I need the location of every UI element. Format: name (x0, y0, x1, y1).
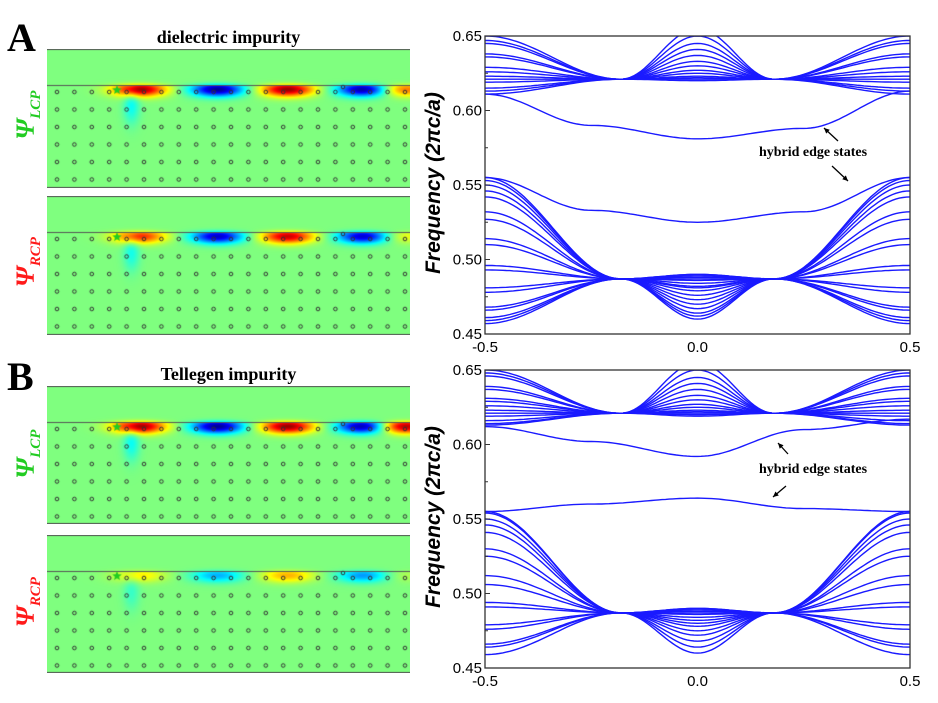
edge-state-line (485, 176, 910, 224)
band-plot-a-ylabel: Frequency (2πc/a) (422, 92, 445, 274)
lower-bulk-band (485, 237, 910, 284)
edge-state-line (485, 90, 910, 140)
lower-bulk-band (485, 278, 910, 325)
lower-bulk-band (485, 278, 910, 322)
lower-bulk-band (485, 179, 910, 280)
lower-bulk-band (485, 278, 910, 319)
lower-bulk-band (485, 524, 910, 614)
lower-bulk-band (485, 278, 910, 311)
y-tick-label: 0.55 (453, 177, 482, 194)
upper-bulk-band (485, 370, 910, 414)
x-tick-label: 0.5 (900, 673, 921, 690)
upper-bulk-band (485, 409, 910, 414)
lower-bulk-band (485, 512, 910, 614)
lower-bulk-band (485, 548, 910, 614)
upper-bulk-band (485, 60, 910, 80)
upper-bulk-band (485, 77, 910, 89)
edge-state-line (485, 497, 910, 513)
upper-bulk-band (485, 54, 910, 80)
upper-bulk-band (485, 75, 910, 83)
x-tick-label: 0.5 (900, 339, 921, 356)
upper-bulk-band (485, 78, 910, 92)
arrow-head (824, 128, 830, 134)
field-map-a-rcp (47, 196, 410, 335)
y-tick-label: 0.50 (453, 252, 482, 269)
lower-bulk-band (485, 612, 910, 632)
panel-b-title: Tellegen impurity (160, 364, 297, 384)
lower-bulk-band (485, 612, 910, 656)
lower-bulk-band (485, 264, 910, 289)
x-tick-label: 0.0 (687, 673, 708, 690)
lower-bulk-band (485, 583, 910, 621)
lower-bulk-band (485, 196, 910, 280)
lower-bulk-band (485, 278, 910, 301)
upper-bulk-band (485, 36, 910, 80)
lower-bulk-band (485, 612, 910, 636)
y-tick-label: 0.65 (453, 28, 482, 45)
band-plot-b-ylabel: Frequency (2πc/a) (422, 426, 445, 608)
upper-bulk-band (485, 412, 910, 422)
x-tick-label: 0.0 (687, 339, 708, 356)
arrow-head (842, 175, 848, 181)
upper-bulk-band (485, 78, 910, 95)
x-tick-label: -0.5 (472, 339, 498, 356)
field-map-a-lcp (47, 49, 410, 188)
x-tick-label: -0.5 (472, 673, 498, 690)
y-tick-label: 0.65 (453, 362, 482, 379)
lower-bulk-band (485, 612, 910, 648)
arrow-head (778, 443, 784, 449)
upper-bulk-band (485, 36, 910, 80)
lower-bulk-band (485, 211, 910, 280)
y-tick-label: 0.50 (453, 586, 482, 603)
y-tick-label: 0.45 (453, 326, 482, 343)
lower-bulk-band (485, 518, 910, 614)
lower-bulk-band (485, 574, 910, 618)
upper-bulk-band (485, 382, 910, 414)
lower-bulk-band (485, 278, 910, 297)
upper-bulk-band (485, 69, 910, 80)
upper-bulk-band (485, 399, 910, 414)
lower-bulk-band (485, 190, 910, 280)
upper-bulk-band (485, 42, 910, 80)
field-map-b-lcp (47, 386, 410, 524)
panel-a-title: dielectric impurity (156, 27, 301, 47)
upper-bulk-band (485, 403, 910, 414)
upper-bulk-band (485, 412, 910, 426)
upper-bulk-band (485, 375, 910, 414)
lower-bulk-band (485, 606, 910, 628)
y-tick-label: 0.45 (453, 660, 482, 677)
lower-bulk-band (485, 555, 910, 616)
lower-bulk-band (485, 278, 910, 308)
upper-bulk-band (485, 406, 910, 414)
lower-bulk-band (485, 601, 910, 625)
lower-bulk-band (485, 218, 910, 282)
upper-bulk-band (485, 388, 910, 414)
upper-bulk-band (485, 394, 910, 414)
y-tick-label: 0.60 (453, 437, 482, 454)
panel-letter-b: B (7, 354, 34, 399)
annotation-hybrid-edge-states: hybrid edge states (759, 462, 868, 477)
lower-bulk-band (485, 612, 910, 645)
edge-state-line (485, 418, 910, 458)
annotation-hybrid-edge-states: hybrid edge states (759, 145, 868, 160)
upper-bulk-band (485, 370, 910, 414)
arrow-head (773, 491, 779, 497)
lower-bulk-band (485, 531, 910, 614)
lower-bulk-band (485, 269, 910, 292)
upper-bulk-band (485, 411, 910, 417)
panel-letter-a: A (7, 15, 36, 60)
upper-bulk-band (485, 65, 910, 80)
field-map-b-rcp (47, 535, 410, 673)
upper-bulk-band (485, 48, 910, 80)
y-tick-label: 0.55 (453, 511, 482, 528)
upper-bulk-band (485, 72, 910, 80)
lower-bulk-band (485, 243, 910, 287)
y-tick-label: 0.60 (453, 103, 482, 120)
